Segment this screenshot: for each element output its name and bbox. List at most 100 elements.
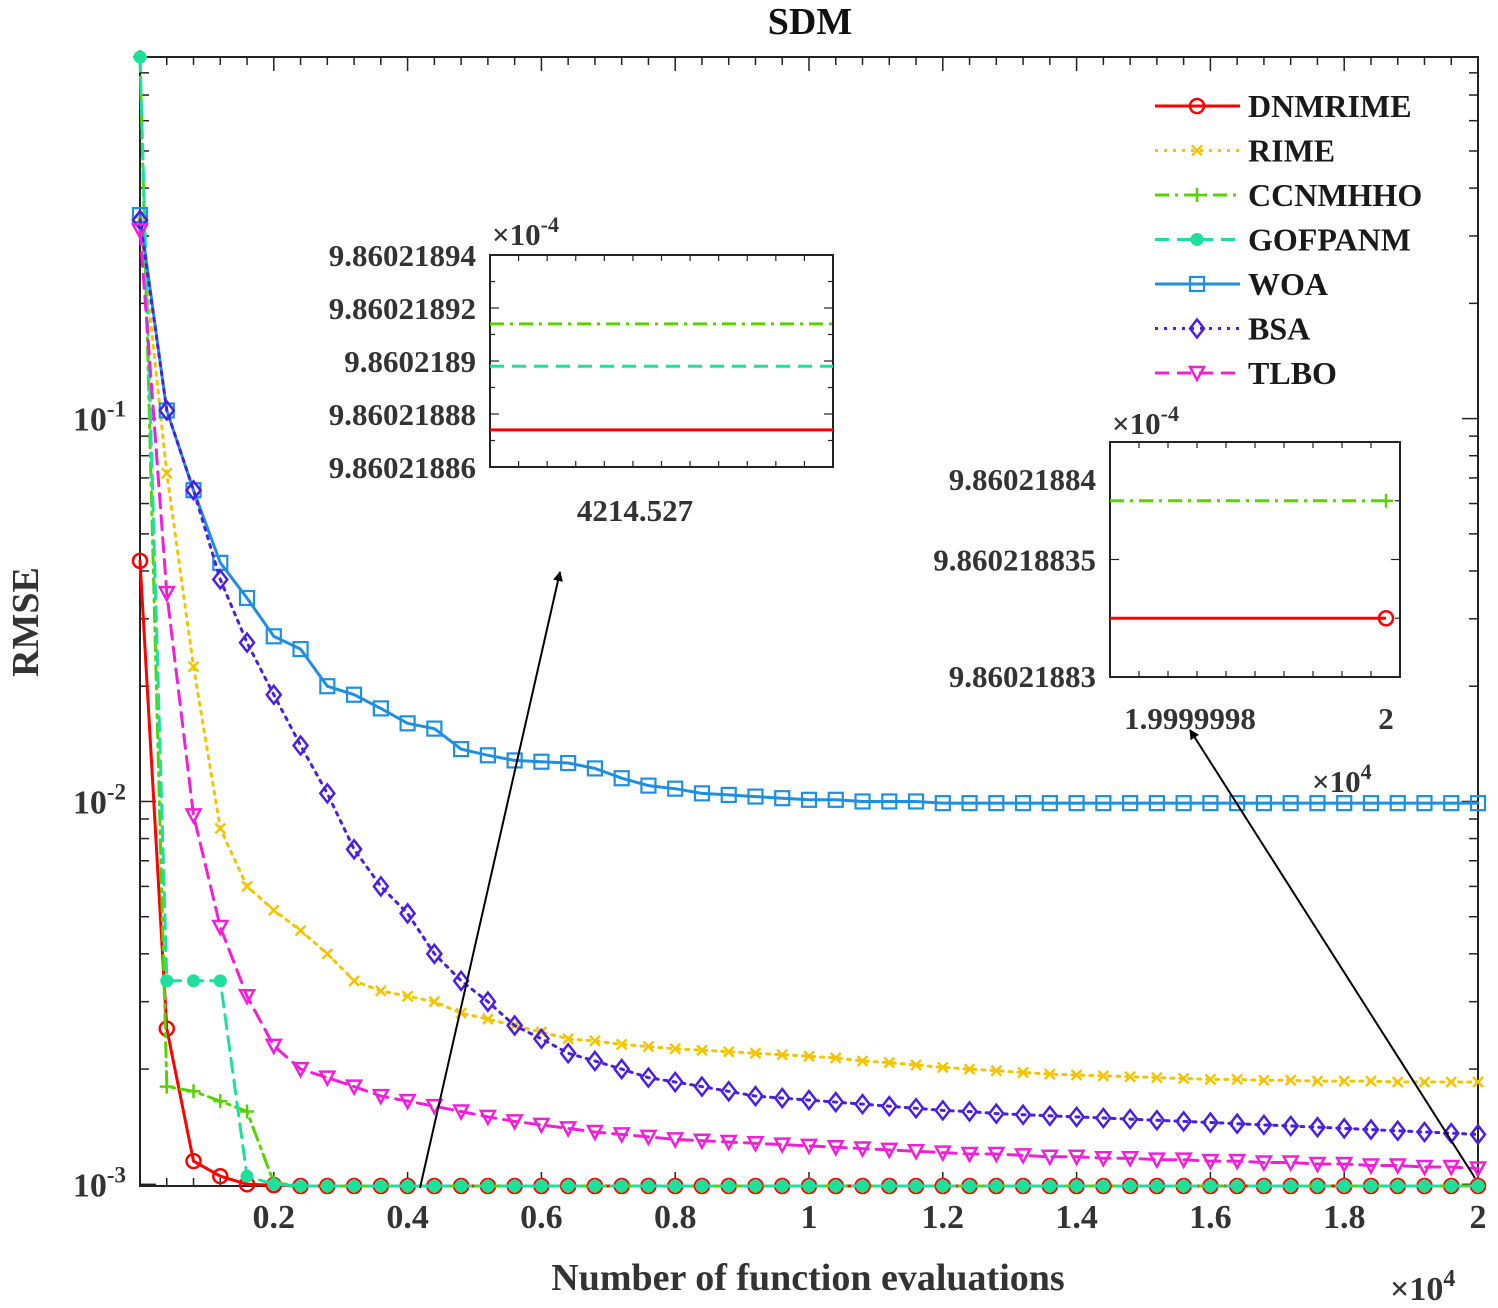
- point-bsa: [318, 782, 336, 805]
- point-tlbo: [826, 1139, 845, 1157]
- legend-entry-ccnmhho: CCNMHHO: [1155, 177, 1422, 213]
- point-gofpanm: [401, 1179, 415, 1193]
- point-woa: [426, 720, 443, 737]
- point-gofpanm: [909, 1179, 923, 1193]
- point-woa: [1175, 795, 1192, 812]
- point-woa: [693, 785, 711, 802]
- inset-1-y-tick-label: 9.8602189: [344, 344, 476, 379]
- point-gofpanm: [374, 1179, 388, 1193]
- point-gofpanm: [668, 1179, 682, 1193]
- point-woa: [586, 760, 604, 777]
- point-tlbo: [612, 1127, 631, 1145]
- point-woa: [1229, 795, 1246, 812]
- point-rime: [321, 947, 334, 960]
- point-rime: [1150, 1071, 1163, 1084]
- point-tlbo: [933, 1145, 952, 1163]
- point-rime: [481, 1013, 494, 1026]
- point-bsa: [238, 631, 256, 654]
- point-rime: [374, 985, 387, 997]
- point-bsa: [211, 568, 229, 591]
- point-tlbo: [559, 1121, 578, 1139]
- point-woa: [988, 795, 1005, 812]
- inset-2-exponent-label: ×10-4: [1112, 401, 1179, 441]
- point-bsa: [345, 838, 363, 861]
- point-tlbo: [1468, 1161, 1488, 1179]
- point-tlbo: [1335, 1156, 1354, 1174]
- y-tick-label: 10-2: [73, 779, 126, 821]
- point-woa: [1469, 795, 1487, 812]
- point-dnmrime: [212, 1167, 229, 1185]
- point-ccnmhho: [240, 1104, 255, 1119]
- x-tick-label: 0.2: [253, 1199, 296, 1236]
- legend-marker-bsa: [1188, 317, 1206, 340]
- point-gofpanm: [695, 1179, 709, 1193]
- point-gofpanm: [1043, 1179, 1057, 1193]
- point-woa: [1202, 795, 1219, 812]
- point-bsa: [479, 990, 497, 1013]
- point-woa: [1282, 795, 1299, 812]
- point-rime: [1097, 1069, 1110, 1082]
- point-gofpanm: [508, 1179, 522, 1193]
- point-ccnmhho: [159, 1079, 174, 1094]
- point-bsa: [1228, 1112, 1246, 1135]
- point-bsa: [1389, 1119, 1407, 1142]
- point-woa: [560, 754, 577, 772]
- series-line-tlbo: [138, 229, 1480, 1170]
- point-gofpanm: [133, 50, 147, 64]
- x-tick-label: 0.4: [386, 1199, 429, 1236]
- point-tlbo: [880, 1142, 899, 1160]
- point-gofpanm: [1177, 1179, 1191, 1193]
- point-rime: [1311, 1075, 1324, 1088]
- point-rime: [589, 1034, 601, 1047]
- series-bsa: [131, 209, 1487, 1146]
- inset-2-arrow: [1189, 729, 1476, 1179]
- point-woa: [345, 686, 363, 703]
- point-tlbo: [344, 1079, 364, 1097]
- point-gofpanm: [1150, 1179, 1164, 1193]
- point-rime: [1231, 1073, 1244, 1086]
- x-tick-label: 0.6: [520, 1199, 563, 1236]
- inset-2-frame: [1109, 441, 1401, 678]
- point-rime: [1418, 1076, 1431, 1088]
- point-bsa: [559, 1042, 577, 1065]
- point-woa: [800, 791, 818, 808]
- point-bsa: [425, 942, 443, 965]
- point-woa: [747, 788, 764, 805]
- point-tlbo: [211, 919, 230, 937]
- point-rime: [856, 1055, 869, 1067]
- y-tick-label: 10-3: [73, 1162, 126, 1204]
- point-rime: [187, 660, 200, 673]
- point-bsa: [720, 1080, 738, 1103]
- legend-label-woa: WOA: [1248, 266, 1328, 302]
- inset-1-y-tick-label: 9.86021894: [329, 238, 476, 273]
- point-tlbo: [1388, 1158, 1407, 1176]
- point-tlbo: [639, 1129, 658, 1147]
- point-rime: [936, 1061, 949, 1074]
- point-woa: [319, 678, 336, 695]
- point-woa: [533, 753, 550, 770]
- point-woa: [827, 791, 844, 808]
- point-woa: [453, 741, 470, 758]
- legend-entry-gofpanm: GOFPANM: [1155, 222, 1411, 258]
- point-rime: [267, 904, 280, 917]
- legend-entry-dnmrime: DNMRIME: [1155, 88, 1412, 124]
- point-tlbo: [585, 1124, 605, 1142]
- point-bsa: [265, 683, 283, 706]
- x-axis-title: Number of function evaluations: [551, 1257, 1064, 1299]
- point-woa: [1362, 795, 1380, 812]
- point-gofpanm: [1070, 1179, 1084, 1193]
- point-gofpanm: [1096, 1179, 1110, 1193]
- point-bsa: [960, 1100, 979, 1123]
- point-woa: [934, 795, 951, 812]
- point-rime: [214, 822, 227, 835]
- point-woa: [640, 777, 657, 794]
- chart-title: SDM: [768, 1, 852, 43]
- point-tlbo: [264, 1038, 283, 1056]
- point-gofpanm: [1284, 1179, 1298, 1193]
- point-bsa: [853, 1093, 872, 1116]
- point-bsa: [184, 479, 203, 502]
- x-tick-label: 0.8: [654, 1199, 697, 1236]
- point-gofpanm: [481, 1179, 495, 1193]
- y-tick-label: 10-1: [73, 397, 126, 439]
- point-woa: [1148, 795, 1165, 812]
